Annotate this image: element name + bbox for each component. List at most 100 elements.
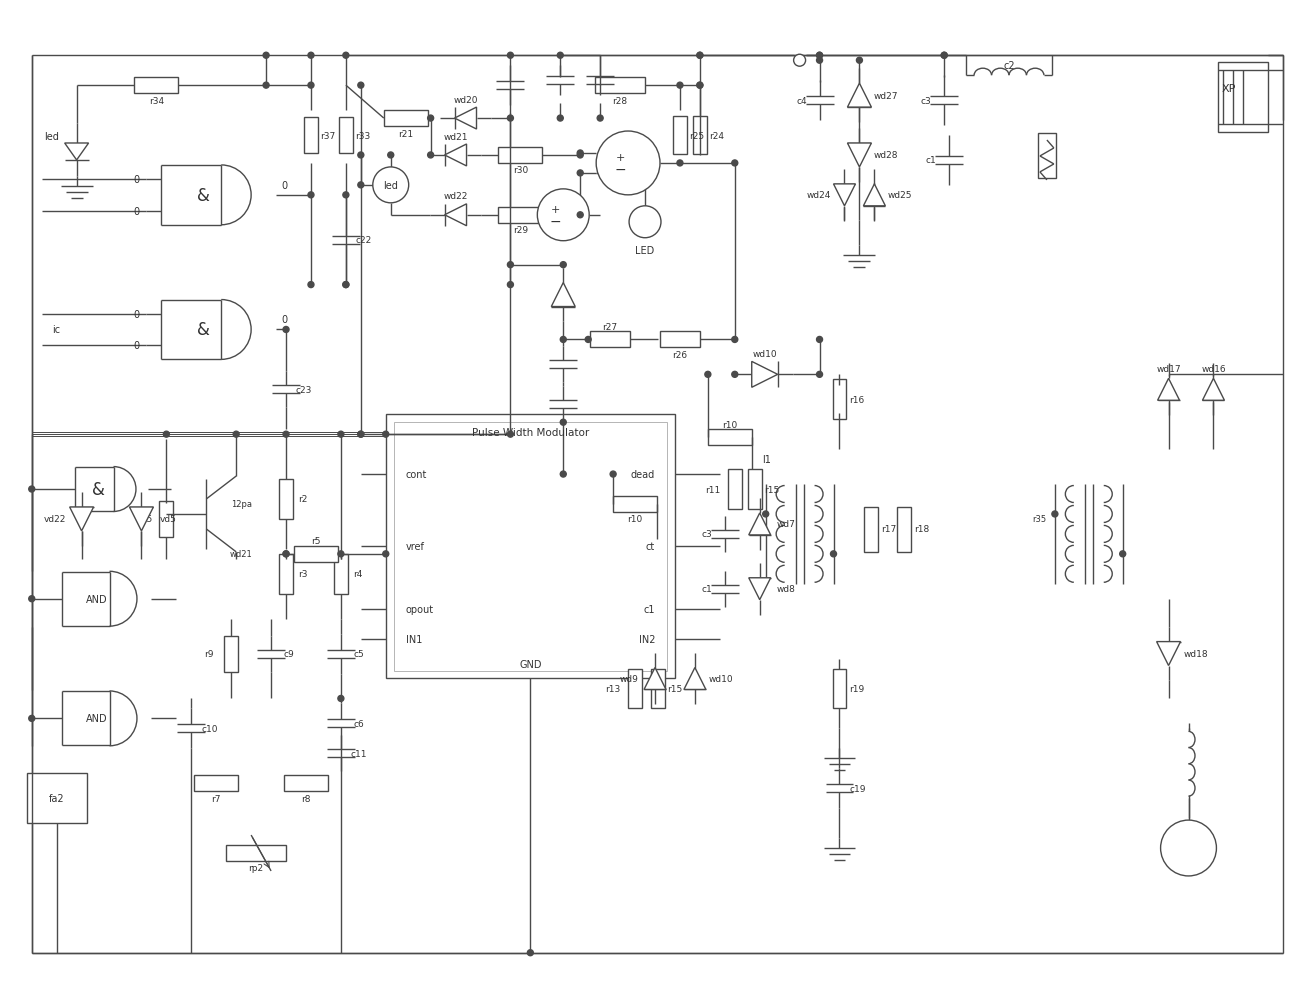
Text: wd21: wd21 [230, 550, 252, 559]
Bar [279, 555, 293, 594]
Text: wd25: wd25 [888, 191, 912, 200]
Circle shape [704, 372, 711, 378]
Circle shape [307, 54, 314, 60]
Circle shape [816, 372, 823, 378]
Text: r5: r5 [311, 537, 321, 546]
Text: r25: r25 [690, 131, 704, 140]
Circle shape [941, 54, 947, 60]
Bar [595, 79, 645, 94]
Polygon shape [1158, 379, 1180, 401]
Text: 0: 0 [133, 175, 139, 185]
Circle shape [1120, 552, 1126, 558]
Polygon shape [749, 579, 771, 600]
Bar [728, 469, 742, 510]
Circle shape [560, 419, 566, 425]
Text: r18: r18 [913, 525, 929, 534]
Circle shape [357, 153, 364, 159]
Circle shape [507, 262, 514, 268]
Text: ic: ic [51, 325, 60, 335]
Bar [708, 429, 752, 445]
Bar [304, 118, 318, 154]
Circle shape [343, 193, 348, 199]
Polygon shape [644, 668, 666, 690]
Circle shape [233, 431, 239, 437]
Text: vd22: vd22 [43, 515, 66, 524]
Circle shape [427, 116, 434, 122]
Circle shape [816, 337, 823, 343]
Bar [384, 111, 427, 127]
Text: wd27: wd27 [874, 91, 899, 100]
Circle shape [507, 116, 514, 122]
Polygon shape [863, 185, 886, 207]
Circle shape [343, 282, 348, 288]
Circle shape [382, 431, 389, 437]
Text: c11: c11 [351, 749, 367, 758]
Circle shape [577, 171, 583, 177]
Circle shape [338, 431, 344, 437]
Text: c1: c1 [926, 156, 937, 165]
Circle shape [677, 161, 683, 167]
Circle shape [732, 337, 737, 343]
Bar [650, 669, 665, 709]
Circle shape [283, 552, 289, 558]
Circle shape [427, 153, 434, 159]
Circle shape [696, 54, 703, 60]
Bar [628, 669, 643, 709]
Text: l1: l1 [762, 454, 770, 464]
Circle shape [557, 116, 564, 122]
Polygon shape [848, 84, 871, 108]
Bar [1218, 64, 1268, 133]
Polygon shape [455, 108, 477, 130]
Text: AND: AND [85, 594, 108, 604]
Text: Pulse Width Modulator: Pulse Width Modulator [472, 427, 589, 437]
Circle shape [163, 431, 170, 437]
Circle shape [357, 431, 364, 437]
Text: wd28: wd28 [874, 151, 899, 160]
Text: r27: r27 [603, 323, 618, 332]
Text: r17: r17 [880, 525, 896, 534]
Bar [394, 422, 668, 671]
Circle shape [357, 431, 364, 437]
Text: vref: vref [406, 542, 424, 552]
Text: r30: r30 [512, 166, 528, 175]
Bar [386, 414, 675, 679]
Text: wd21: wd21 [443, 132, 468, 141]
Polygon shape [552, 283, 576, 307]
Circle shape [338, 552, 344, 558]
Polygon shape [683, 668, 706, 690]
Circle shape [283, 327, 289, 333]
Circle shape [577, 213, 583, 219]
Text: r16: r16 [849, 396, 865, 405]
Text: r4: r4 [353, 570, 363, 579]
Text: +: + [615, 153, 624, 163]
Bar [660, 332, 700, 348]
Text: wd7: wd7 [777, 520, 795, 529]
Text: led: led [43, 132, 59, 142]
Bar [284, 775, 328, 791]
Bar [498, 208, 543, 224]
Text: c19: c19 [849, 784, 866, 793]
Circle shape [507, 54, 514, 60]
Circle shape [677, 83, 683, 89]
Text: r7: r7 [212, 794, 221, 803]
Text: 0: 0 [133, 207, 139, 217]
Circle shape [1053, 512, 1058, 518]
Text: r3: r3 [298, 570, 307, 579]
Text: vd5: vd5 [160, 515, 177, 524]
Text: opout: opout [406, 604, 434, 614]
Circle shape [507, 282, 514, 288]
Text: 0: 0 [133, 341, 139, 351]
Polygon shape [444, 145, 466, 167]
Bar [833, 669, 846, 709]
Bar [748, 469, 762, 510]
Bar [614, 496, 657, 513]
Circle shape [1160, 820, 1217, 876]
Bar [159, 502, 173, 538]
Text: r8: r8 [301, 794, 310, 803]
Circle shape [357, 83, 364, 89]
Text: c1: c1 [644, 604, 654, 614]
Bar [673, 117, 687, 155]
Bar [833, 380, 846, 419]
Text: r24: r24 [710, 131, 724, 140]
Circle shape [388, 153, 394, 159]
